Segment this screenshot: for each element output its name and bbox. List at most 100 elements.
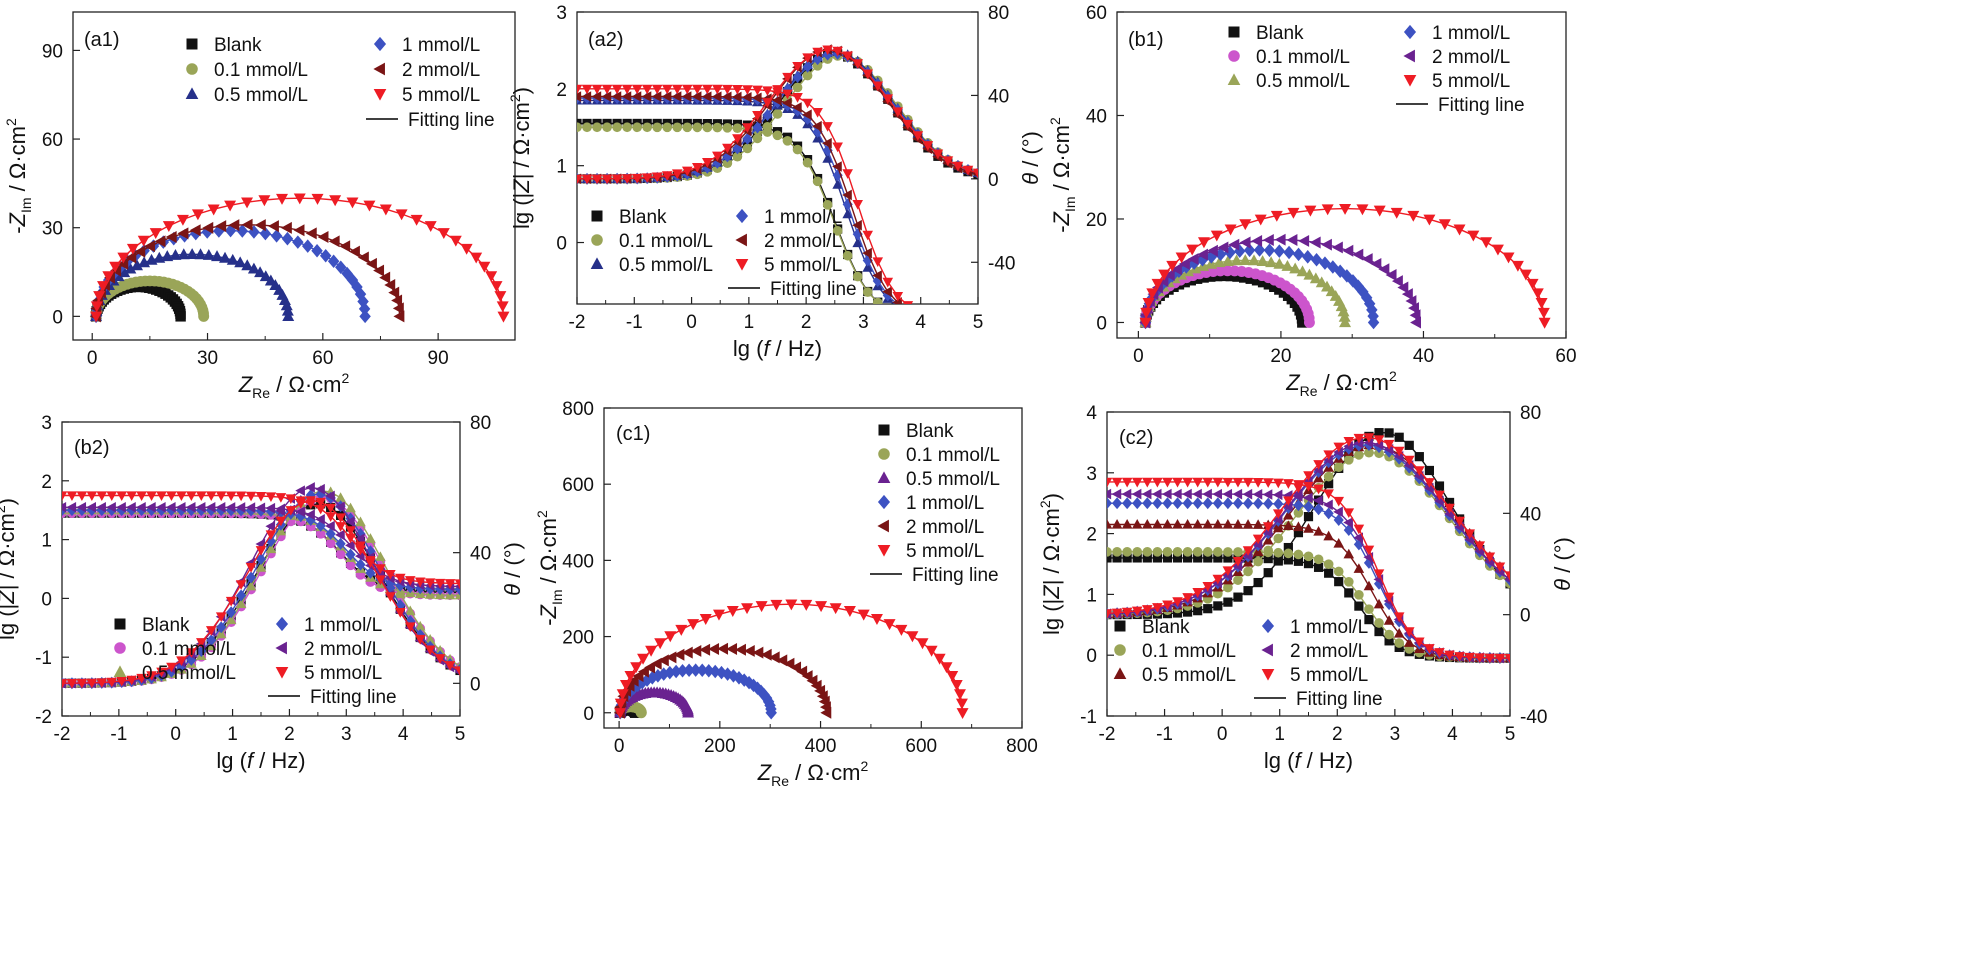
magnitude-point: [1302, 492, 1313, 504]
magnitude-point: [943, 314, 952, 323]
magnitude-point: [812, 176, 823, 187]
data-point: [424, 221, 437, 233]
phase-point: [1323, 471, 1334, 482]
x-tick-label: -1: [626, 312, 643, 333]
series-5-mmol-l: [90, 193, 510, 323]
data-point: [224, 200, 237, 212]
magnitude-point: [953, 315, 962, 324]
phase-point: [235, 580, 247, 590]
data-point: [346, 197, 359, 209]
plot-area: [613, 599, 969, 720]
phase-point: [802, 70, 813, 81]
legend-marker: [591, 210, 603, 222]
data-point: [1175, 252, 1188, 264]
data-point: [673, 648, 685, 661]
legend-marker: [275, 667, 289, 679]
magnitude-point: [642, 122, 653, 133]
magnitude-point: [893, 309, 902, 318]
legend-marker: [878, 448, 890, 460]
magnitude-point: [186, 491, 197, 502]
legend-item-blank: Blank: [114, 615, 190, 636]
data-point: [735, 643, 746, 656]
magnitude-point: [962, 314, 972, 325]
data-point: [1196, 252, 1209, 267]
series-5-mmol-l: [614, 599, 969, 720]
data-point: [953, 689, 966, 701]
data-point: [226, 253, 239, 265]
data-point: [1438, 219, 1451, 231]
magnitude-point: [943, 313, 954, 323]
phase-point: [1262, 526, 1273, 538]
magnitude-point: [822, 153, 833, 163]
magnitude-point: [1373, 569, 1385, 580]
magnitude-point: [325, 520, 335, 532]
legend-item-0-5-mmol-l: 0.5 mmol/L: [185, 85, 308, 106]
data-point: [236, 224, 249, 238]
phase-point: [66, 679, 78, 689]
magnitude-point: [325, 538, 336, 549]
legend-label: Blank: [142, 615, 190, 636]
magnitude-point: [1182, 488, 1192, 500]
magnitude-point: [582, 122, 592, 133]
phase-point: [752, 133, 763, 144]
data-point: [247, 262, 260, 274]
phase-point: [1323, 454, 1333, 466]
legend-item-1-mmol-l: 1 mmol/L: [275, 615, 382, 636]
phase-point: [275, 505, 286, 517]
magnitude-point: [911, 303, 912, 304]
magnitude-point: [903, 305, 913, 317]
data-point: [117, 252, 130, 264]
data-point: [1254, 214, 1267, 226]
magnitude-point: [842, 208, 853, 219]
phase-point: [1213, 601, 1223, 611]
legend-item-1-mmol-l: 1 mmol/L: [735, 207, 842, 228]
magnitude-point: [1232, 497, 1244, 510]
magnitude-point: [822, 137, 832, 149]
data-point: [449, 235, 462, 247]
magnitude-point: [1333, 566, 1344, 577]
data-point: [131, 259, 144, 271]
magnitude-point: [335, 537, 346, 550]
phase-point: [1343, 441, 1353, 452]
legend: Blank 0.1 mmol/L 0.5 mmol/L 1 mmol/L 2 mmol/…: [1227, 23, 1525, 116]
phase-point: [802, 60, 813, 73]
data-point: [259, 226, 272, 241]
magnitude-point: [671, 91, 682, 102]
magnitude-point: [1353, 524, 1365, 535]
y-tick-label: 2: [1086, 525, 1097, 546]
data-point: [280, 221, 292, 234]
data-point: [311, 243, 323, 258]
y-tick-label: 1: [556, 157, 567, 178]
data-point: [1238, 272, 1250, 283]
magnitude-point: [1313, 554, 1324, 565]
magnitude-point: [66, 491, 78, 502]
magnitude-point: [345, 560, 356, 571]
magnitude-point: [275, 493, 287, 503]
magnitude-point: [611, 91, 622, 102]
magnitude-point: [1383, 592, 1395, 603]
magnitude-point: [933, 314, 943, 324]
phase-point: [1384, 428, 1394, 438]
phase-point: [1504, 571, 1510, 581]
plot-area: [577, 44, 978, 325]
data-point: [1366, 303, 1378, 317]
phase-point: [255, 553, 267, 566]
phase-point: [1494, 562, 1506, 573]
magnitude-point: [832, 225, 843, 236]
magnitude-point: [1424, 644, 1435, 654]
data-point: [703, 663, 715, 678]
phase-point: [1203, 604, 1213, 614]
data-point: [956, 708, 969, 720]
magnitude-point: [156, 491, 167, 502]
phase-point: [581, 174, 593, 185]
data-point: [1370, 257, 1382, 270]
magnitude-point: [1323, 559, 1334, 570]
phase-point: [325, 490, 335, 502]
data-point: [1467, 230, 1480, 242]
legend-item-1-mmol-l: 1 mmol/L: [877, 493, 984, 514]
legend-label: 0.5 mmol/L: [1142, 665, 1236, 686]
phase-point: [236, 589, 247, 602]
magnitude-point: [1272, 478, 1284, 489]
data-point: [1297, 317, 1308, 328]
phase-point: [671, 169, 683, 180]
